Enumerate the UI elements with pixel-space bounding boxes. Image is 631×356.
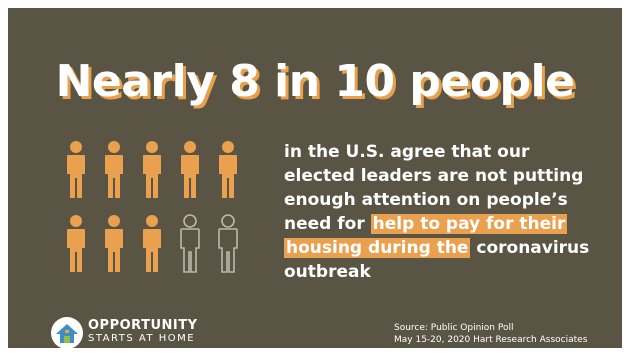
person-icon-filled — [67, 141, 85, 198]
source: Source: Public Opinion Poll May 15-20, 2… — [394, 322, 587, 346]
person-icon-outline — [218, 214, 238, 273]
brand-line2: STARTS AT HOME — [88, 333, 196, 344]
headline: Nearly 8 in 10 people — [55, 56, 575, 107]
person-icon-filled — [67, 215, 85, 272]
source-line1: Source: Public Opinion Poll — [394, 323, 514, 333]
person-icon-filled — [143, 141, 161, 198]
person-icon-filled — [181, 141, 199, 198]
source-line2: May 15-20, 2020 Hart Research Associates — [394, 335, 588, 345]
brand-line1: OPPORTUNITY — [88, 318, 198, 333]
person-icon-filled — [105, 215, 123, 272]
infographic-card: Nearly 8 in 10 people in the U.S. agree … — [8, 8, 622, 348]
brand: OPPORTUNITY STARTS AT HOME — [88, 318, 198, 345]
person-icon-filled — [219, 141, 237, 198]
person-icon-filled — [105, 141, 123, 198]
body-text: in the U.S. agree that our elected leade… — [284, 140, 604, 284]
people-icon-grid — [64, 140, 254, 290]
person-icon-filled — [143, 215, 161, 272]
person-icon-outline — [180, 214, 200, 273]
house-logo-icon — [51, 317, 83, 348]
body-text-part2: coronavirus outbreak — [284, 238, 590, 282]
body-text-part1: in the U.S. agree that our elected leade… — [284, 142, 584, 234]
